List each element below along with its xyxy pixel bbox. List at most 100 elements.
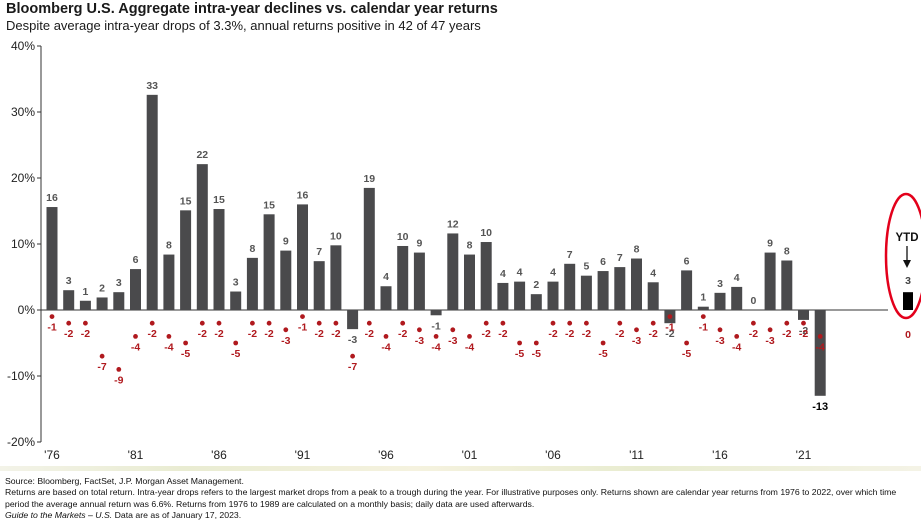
decline-dot bbox=[567, 320, 573, 326]
decline-label: -2 bbox=[248, 328, 257, 340]
decline-dot bbox=[350, 353, 355, 359]
return-bar bbox=[764, 252, 776, 310]
ytd-arrow-head bbox=[903, 260, 911, 268]
ytd-highlight-ellipse bbox=[884, 192, 921, 320]
return-bar bbox=[798, 310, 809, 320]
bar-chart: -20% -10% 0% 10% 20% 30% 40% '76 '81 '86 '91 '96 '01… bbox=[7, 39, 921, 462]
return-label: 15 bbox=[213, 194, 225, 206]
decline-dot bbox=[417, 327, 422, 333]
y-tick-label: 10% bbox=[11, 237, 35, 251]
ytd-return-label: 3 bbox=[905, 275, 911, 287]
return-label: 33 bbox=[146, 80, 158, 92]
x-tick-label: '01 bbox=[462, 448, 478, 462]
return-bar bbox=[681, 270, 693, 310]
decline-label: -2 bbox=[148, 328, 157, 340]
return-label: 4 bbox=[383, 271, 389, 283]
decline-dot bbox=[216, 320, 222, 326]
return-label: 7 bbox=[567, 249, 573, 261]
decline-dot bbox=[801, 320, 806, 326]
return-bar bbox=[63, 290, 75, 310]
decline-dot bbox=[700, 314, 706, 319]
decline-dot bbox=[483, 320, 489, 326]
decline-dot bbox=[283, 327, 289, 333]
decline-label: -5 bbox=[231, 348, 240, 360]
data-date: Data are as of January 17, 2023. bbox=[114, 510, 242, 521]
decline-dot bbox=[366, 320, 372, 326]
return-bar bbox=[497, 282, 509, 310]
y-tick-label: 40% bbox=[11, 39, 35, 53]
return-label: 0 bbox=[750, 295, 756, 307]
x-tick-label: '16 bbox=[712, 448, 728, 462]
decline-dot bbox=[584, 320, 589, 326]
return-bar bbox=[514, 281, 526, 310]
returns-note: Returns are based on total return. Intra… bbox=[5, 487, 897, 509]
decline-dot bbox=[500, 320, 506, 326]
return-bar bbox=[731, 286, 743, 310]
return-bar bbox=[597, 271, 609, 310]
decline-dot bbox=[199, 320, 205, 326]
return-label: 5 bbox=[583, 261, 589, 273]
decline-label: -5 bbox=[598, 348, 607, 360]
return-bar bbox=[246, 257, 258, 310]
return-label: 1 bbox=[82, 286, 88, 298]
return-label: 7 bbox=[316, 246, 322, 258]
decline-label: -2 bbox=[64, 328, 73, 340]
decline-label: -2 bbox=[198, 328, 207, 340]
return-label: -1 bbox=[431, 320, 440, 332]
decline-dot bbox=[533, 340, 539, 346]
x-tick-label: '21 bbox=[796, 448, 812, 462]
decline-dot bbox=[300, 314, 305, 319]
x-tick-label: '76 bbox=[44, 448, 60, 462]
x-tick-label: '81 bbox=[128, 448, 144, 462]
return-label: 15 bbox=[263, 199, 275, 211]
x-tick-label: '91 bbox=[295, 448, 311, 462]
return-label: 15 bbox=[180, 195, 192, 207]
return-label: 19 bbox=[363, 173, 375, 185]
decline-dot bbox=[83, 320, 88, 326]
decline-dot bbox=[617, 320, 623, 326]
decline-dot bbox=[250, 320, 255, 326]
decline-label: -3 bbox=[448, 335, 457, 347]
return-label: 1 bbox=[700, 292, 706, 304]
return-label: 3 bbox=[66, 275, 72, 287]
decline-label: -2 bbox=[615, 328, 624, 340]
decline-label: -2 bbox=[365, 328, 374, 340]
return-bar bbox=[230, 291, 242, 310]
decline-dot bbox=[650, 320, 656, 326]
decline-dot bbox=[600, 340, 606, 346]
decline-label: -2 bbox=[315, 328, 324, 340]
return-bar bbox=[263, 214, 275, 310]
decline-label: -2 bbox=[799, 328, 808, 340]
return-label: 8 bbox=[467, 240, 473, 252]
y-tick-label: 30% bbox=[11, 105, 35, 119]
chart-subtitle: Despite average intra-year drops of 3.3%… bbox=[6, 18, 481, 33]
date-note: Guide to the Markets – U.S. Data are as … bbox=[5, 510, 915, 521]
return-label: 9 bbox=[416, 238, 422, 250]
decline-label: -4 bbox=[164, 341, 173, 353]
decline-label: -5 bbox=[682, 348, 691, 360]
return-label: -3 bbox=[348, 334, 357, 346]
decline-label: -3 bbox=[281, 335, 290, 347]
return-bar bbox=[130, 269, 141, 310]
return-bar bbox=[146, 94, 158, 310]
return-bar bbox=[330, 245, 342, 310]
decline-dot bbox=[517, 340, 522, 346]
return-label: 16 bbox=[297, 189, 309, 201]
decline-dot bbox=[99, 353, 105, 359]
return-bar bbox=[614, 267, 626, 310]
decline-label: -1 bbox=[298, 322, 307, 334]
return-label: 8 bbox=[166, 240, 172, 252]
return-label: 9 bbox=[767, 238, 773, 250]
return-bar bbox=[113, 292, 125, 310]
decline-label: -1 bbox=[665, 322, 674, 334]
decline-label: -5 bbox=[181, 348, 190, 360]
decline-label: -4 bbox=[816, 341, 825, 353]
decline-dot bbox=[149, 320, 155, 326]
return-label: -13 bbox=[812, 401, 828, 413]
decline-label: -7 bbox=[348, 361, 357, 373]
return-bar bbox=[547, 281, 559, 310]
decline-dot bbox=[49, 314, 55, 319]
decline-label: -2 bbox=[264, 328, 273, 340]
decline-dot bbox=[817, 334, 823, 339]
decline-dot bbox=[183, 340, 189, 346]
